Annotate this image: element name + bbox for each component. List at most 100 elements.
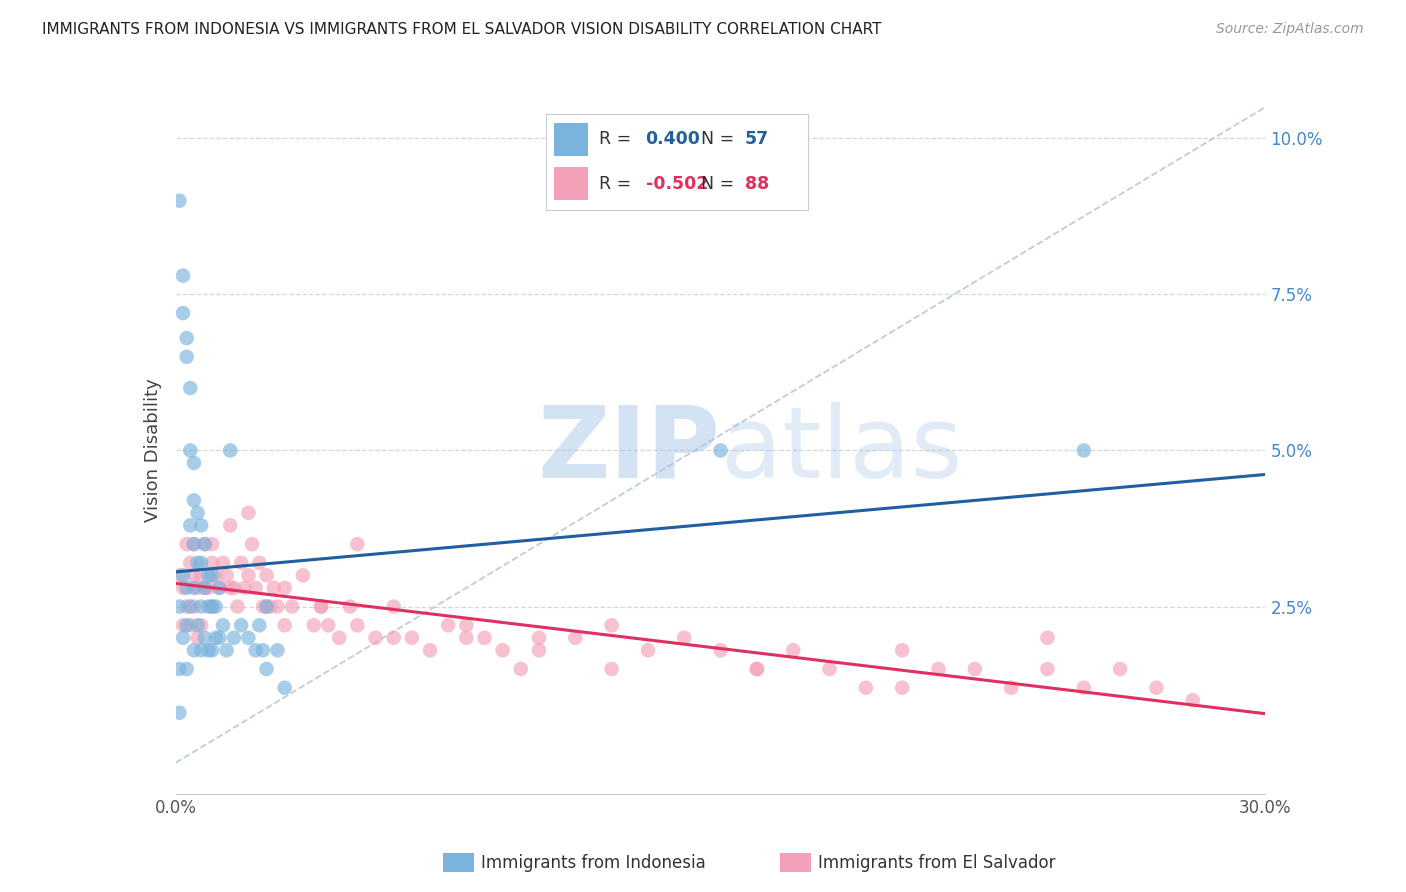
Point — [179, 556, 201, 570]
Point — [231, 618, 253, 632]
Point — [215, 568, 238, 582]
Point — [172, 631, 194, 645]
Point — [176, 331, 198, 345]
Point — [346, 537, 368, 551]
Point — [183, 537, 205, 551]
Text: 0.400: 0.400 — [645, 130, 700, 148]
Point — [309, 599, 332, 614]
Point — [274, 681, 297, 695]
Point — [179, 618, 201, 632]
Point — [437, 618, 460, 632]
Point — [1146, 681, 1168, 695]
Point — [456, 631, 478, 645]
Point — [186, 556, 209, 570]
Point — [238, 631, 260, 645]
Point — [456, 618, 478, 632]
Point — [782, 643, 804, 657]
Text: N =: N = — [700, 130, 740, 148]
Point — [318, 618, 340, 632]
Point — [259, 599, 281, 614]
Point — [222, 631, 245, 645]
Point — [855, 681, 877, 695]
Point — [382, 631, 405, 645]
Point — [302, 618, 325, 632]
Point — [291, 568, 314, 582]
Point — [194, 631, 217, 645]
Point — [222, 581, 245, 595]
Point — [309, 599, 332, 614]
Point — [527, 631, 550, 645]
Point — [710, 443, 733, 458]
Point — [564, 631, 586, 645]
Point — [201, 599, 224, 614]
Text: IMMIGRANTS FROM INDONESIA VS IMMIGRANTS FROM EL SALVADOR VISION DISABILITY CORRE: IMMIGRANTS FROM INDONESIA VS IMMIGRANTS … — [42, 22, 882, 37]
Point — [186, 581, 209, 595]
Point — [194, 581, 217, 595]
Point — [204, 599, 226, 614]
Point — [328, 631, 350, 645]
Point — [274, 618, 297, 632]
Point — [176, 599, 198, 614]
Point — [212, 556, 235, 570]
Point — [176, 350, 198, 364]
Point — [176, 618, 198, 632]
Point — [172, 268, 194, 283]
Point — [172, 568, 194, 582]
Point — [219, 443, 242, 458]
Point — [263, 581, 285, 595]
Point — [1073, 681, 1095, 695]
Point — [1000, 681, 1022, 695]
Point — [245, 581, 267, 595]
Point — [176, 662, 198, 676]
Text: R =: R = — [599, 130, 637, 148]
Point — [382, 599, 405, 614]
Point — [190, 568, 212, 582]
Point — [247, 618, 270, 632]
Point — [252, 599, 274, 614]
Point — [256, 599, 278, 614]
Point — [179, 599, 201, 614]
Point — [256, 599, 278, 614]
Point — [179, 518, 201, 533]
Point — [179, 381, 201, 395]
Point — [266, 643, 288, 657]
Point — [238, 506, 260, 520]
Point — [245, 643, 267, 657]
Point — [219, 581, 242, 595]
Point — [1109, 662, 1132, 676]
Point — [197, 568, 219, 582]
Text: R =: R = — [599, 175, 637, 193]
Point — [201, 643, 224, 657]
Point — [274, 581, 297, 595]
Point — [169, 568, 191, 582]
Point — [1036, 662, 1059, 676]
Point — [183, 456, 205, 470]
Point — [339, 599, 361, 614]
Point — [600, 618, 623, 632]
Point — [194, 537, 217, 551]
Point — [190, 599, 212, 614]
Point — [509, 662, 531, 676]
Point — [252, 643, 274, 657]
Point — [176, 537, 198, 551]
Point — [1036, 631, 1059, 645]
Point — [474, 631, 496, 645]
Point — [256, 662, 278, 676]
Point — [169, 662, 191, 676]
Point — [186, 618, 209, 632]
Point — [233, 581, 256, 595]
Point — [190, 643, 212, 657]
Point — [183, 568, 205, 582]
Text: Immigrants from Indonesia: Immigrants from Indonesia — [481, 854, 706, 871]
Point — [183, 493, 205, 508]
Point — [201, 556, 224, 570]
Text: atlas: atlas — [721, 402, 962, 499]
Point — [176, 581, 198, 595]
Point — [240, 537, 263, 551]
Point — [673, 631, 696, 645]
Point — [201, 599, 224, 614]
Text: 57: 57 — [745, 130, 769, 148]
Point — [891, 643, 914, 657]
Point — [247, 556, 270, 570]
Text: -0.502: -0.502 — [645, 175, 709, 193]
